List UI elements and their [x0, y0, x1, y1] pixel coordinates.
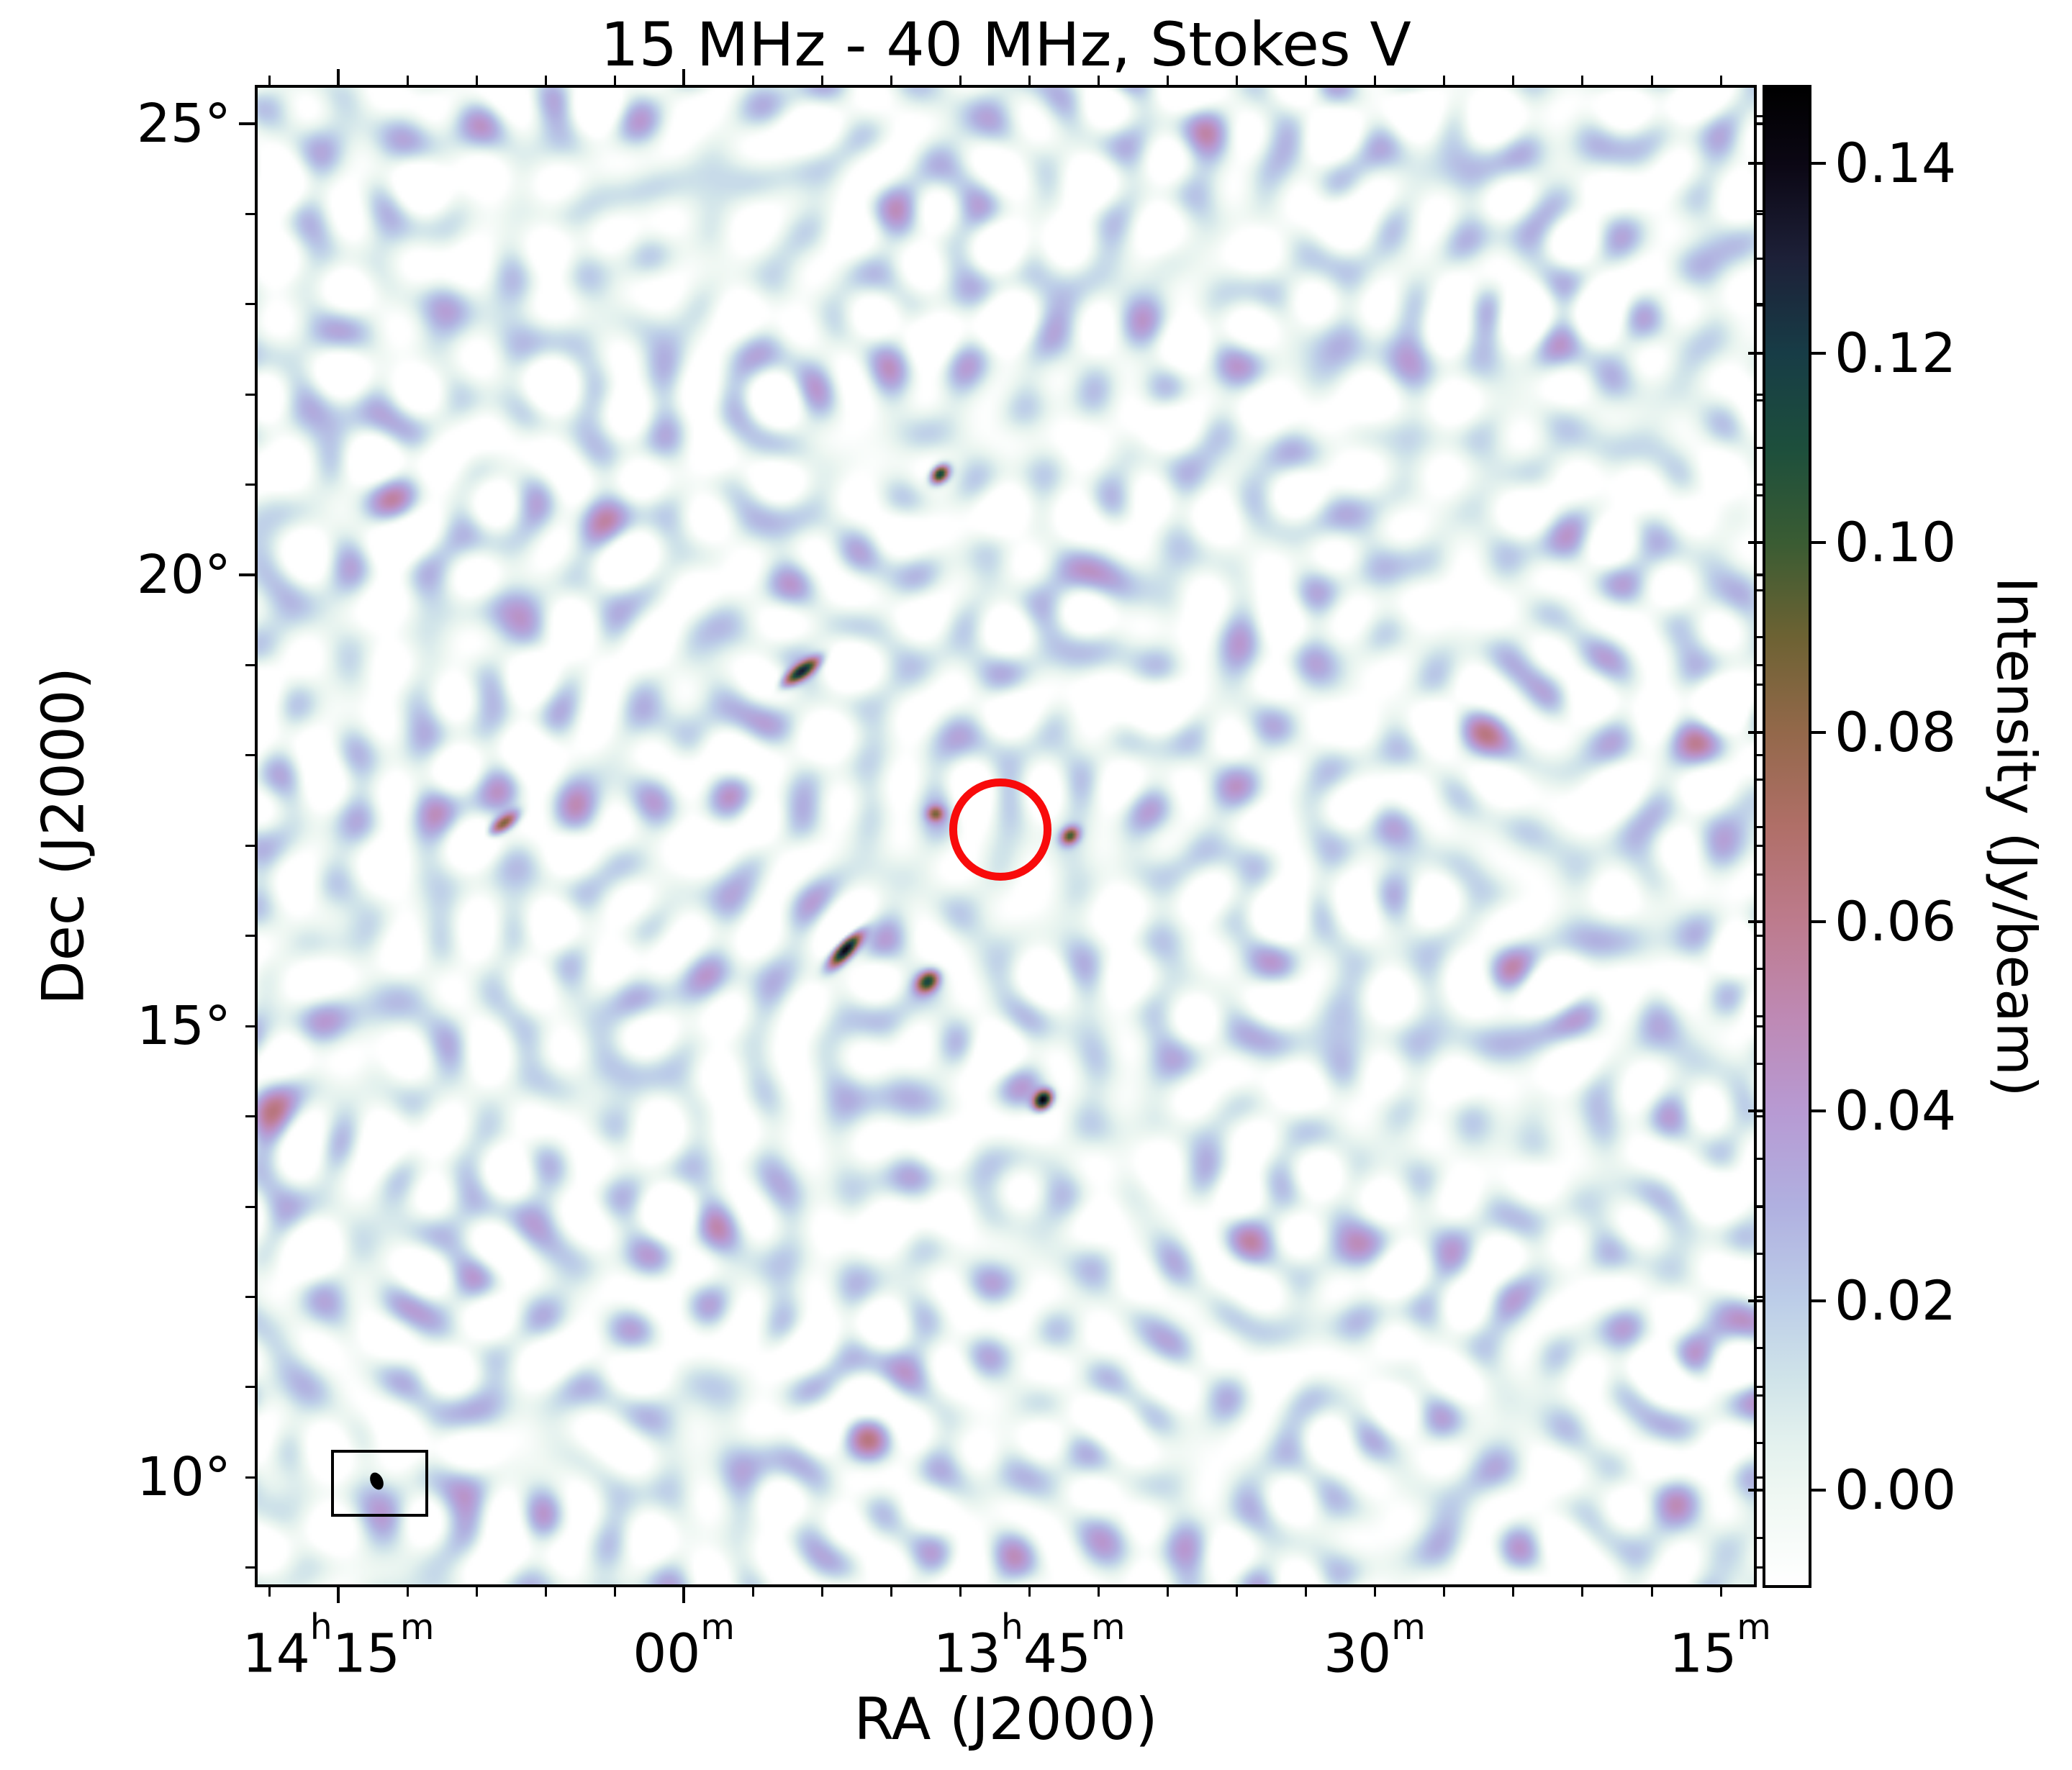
dec-tick-label: 15°	[136, 994, 231, 1057]
colorbar-tick-label: 0.08	[1835, 699, 1957, 764]
colorbar-tick-label: 0.14	[1835, 131, 1957, 196]
ra-tick-label: 13h45m	[933, 1606, 1126, 1685]
x-axis-label: RA (J2000)	[854, 1686, 1158, 1753]
colorbar-tick-label: 0.02	[1835, 1268, 1957, 1333]
ra-tick-label: 30m	[1324, 1606, 1426, 1685]
field-centre-circle-annotation	[949, 779, 1051, 881]
colorbar-gradient	[1765, 88, 1809, 1585]
ra-tick-label: 15m	[1669, 1606, 1771, 1685]
plot-title: 15 MHz - 40 MHz, Stokes V	[600, 9, 1411, 80]
colorbar	[1748, 85, 1826, 1588]
dec-tick-label: 20°	[136, 544, 231, 607]
colorbar-tick-label: 0.06	[1835, 889, 1957, 954]
ra-tick-label: 14h15m	[242, 1606, 435, 1685]
dec-tick-label: 10°	[136, 1446, 231, 1509]
dec-tick-label: 25°	[136, 92, 231, 155]
sky-map-axes	[239, 69, 1773, 1603]
colorbar-tick-label: 0.12	[1835, 320, 1957, 385]
ra-tick-label: 00m	[633, 1606, 735, 1685]
colorbar-tick-label: 0.04	[1835, 1079, 1957, 1143]
colorbar-tick-label: 0.10	[1835, 510, 1957, 575]
beam-box	[330, 1450, 428, 1517]
colorbar-tick-label: 0.00	[1835, 1458, 1957, 1522]
